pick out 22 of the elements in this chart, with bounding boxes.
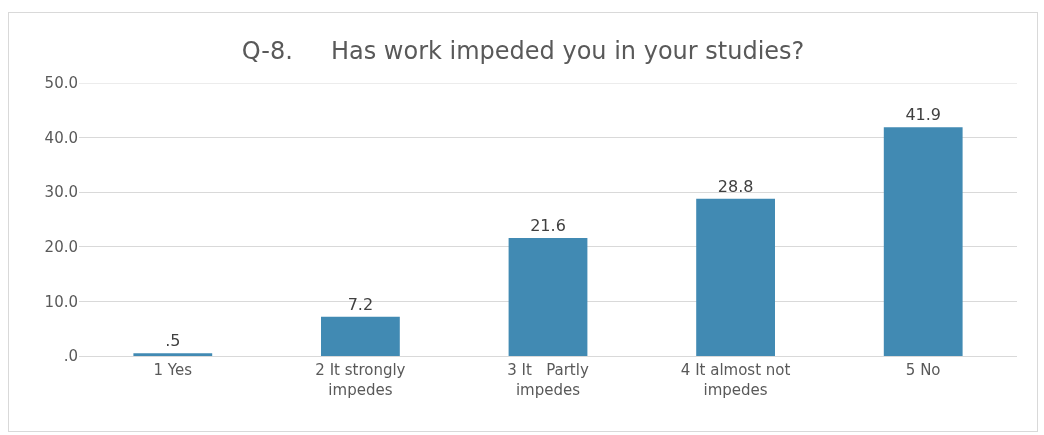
x-tick-label: 5 No	[905, 361, 941, 379]
y-tick-label: 10.0	[44, 292, 78, 311]
bar	[133, 353, 213, 356]
data-label: 41.9	[905, 105, 942, 125]
x-tick-label: 3 It Partly impedes	[507, 361, 589, 399]
x-tick-label: 2 It strongly impedes	[315, 361, 406, 399]
y-tick-label: 50.0	[44, 74, 78, 93]
chart-title: Q-8. Has work impeded you in your studies?	[241, 37, 805, 66]
data-label: 21.6	[530, 216, 566, 236]
bar	[696, 198, 775, 356]
data-label: 28.8	[717, 176, 754, 196]
bar	[321, 316, 400, 356]
data-label: 7.2	[347, 294, 374, 314]
y-tick-label: 40.0	[44, 128, 78, 147]
x-tick-label: 4 It almost not impedes	[680, 361, 791, 399]
x-tick-label: 1 Yes	[153, 361, 193, 379]
bar	[508, 238, 588, 356]
bar	[883, 127, 963, 356]
y-tick-label: 30.0	[44, 183, 78, 202]
data-label: .5	[165, 331, 181, 351]
y-tick-label: 20.0	[44, 238, 78, 257]
y-tick-label: .0	[63, 347, 78, 366]
